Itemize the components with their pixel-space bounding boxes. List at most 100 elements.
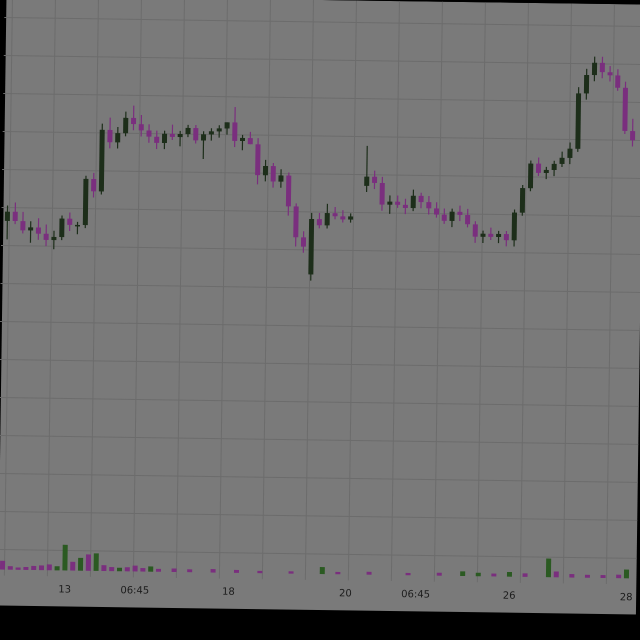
- candle-body: [51, 236, 57, 241]
- volume-bar: [506, 571, 512, 577]
- candle-body: [496, 233, 502, 238]
- x-tick-label: 18: [222, 587, 235, 598]
- candle-body: [200, 134, 207, 141]
- candle-body: [278, 175, 284, 182]
- grid-line-vertical: [519, 2, 529, 583]
- candle-body: [98, 129, 105, 192]
- candle-body: [59, 218, 65, 238]
- volume-bar: [553, 571, 559, 578]
- volume-bar: [93, 553, 99, 571]
- volume-bar: [335, 571, 341, 575]
- candle-body: [123, 117, 129, 134]
- volume-bar: [109, 566, 115, 572]
- grid-line-vertical: [3, 0, 13, 576]
- candle-body: [488, 233, 494, 237]
- candle-body: [607, 72, 613, 76]
- candle-body: [12, 211, 18, 222]
- candle-body: [503, 233, 509, 241]
- candle-body: [74, 224, 81, 227]
- volume-bar: [132, 565, 138, 572]
- grid-line-horizontal: [2, 131, 640, 142]
- volume-bars: [0, 544, 630, 579]
- candle-body: [293, 206, 299, 238]
- volume-bar: [7, 566, 13, 570]
- candle-body: [4, 211, 10, 221]
- grid-line-horizontal: [3, 55, 640, 66]
- grid-line-vertical: [46, 0, 56, 577]
- volume-bar: [124, 567, 130, 572]
- volume-bar: [436, 572, 442, 576]
- volume-bar: [62, 544, 68, 571]
- volume-bar: [233, 569, 240, 573]
- candle-body: [232, 122, 238, 141]
- x-tick-label: 20: [339, 588, 352, 599]
- grid-line-horizontal: [0, 321, 640, 332]
- grid-line-vertical: [562, 3, 572, 584]
- candle-body: [169, 133, 175, 137]
- candle-body: [622, 87, 628, 131]
- grid-line-horizontal: [0, 435, 640, 446]
- candle-body: [519, 188, 526, 213]
- candle-body: [426, 202, 432, 209]
- volume-bar: [54, 566, 60, 571]
- volume-bar: [616, 574, 622, 579]
- candle-body: [285, 175, 292, 207]
- volume-bar: [366, 571, 372, 575]
- candle-body: [177, 133, 183, 138]
- candle-body: [208, 131, 214, 135]
- candle-body: [255, 144, 261, 176]
- candle-body: [387, 201, 393, 205]
- candle-body: [395, 201, 401, 205]
- volume-bar: [623, 569, 630, 579]
- candle-body: [131, 117, 137, 125]
- volume-bar: [77, 557, 84, 571]
- candle-body: [239, 137, 246, 142]
- candle-body: [449, 211, 455, 221]
- x-tick-label: 13: [58, 584, 71, 595]
- volume-bar: [187, 569, 193, 573]
- candle-body: [379, 182, 385, 205]
- candle-body: [270, 166, 276, 182]
- candle-body: [138, 124, 144, 131]
- grid-line-vertical: [390, 1, 400, 582]
- candle-body: [185, 127, 191, 135]
- x-tick-label: 06:45: [120, 585, 149, 596]
- x-tick-label: 28: [620, 592, 633, 603]
- grid-line-vertical: [347, 0, 357, 581]
- candle-body: [543, 169, 549, 174]
- candle-body: [107, 129, 113, 143]
- volume-bar: [101, 565, 107, 572]
- candle-body: [591, 62, 598, 76]
- grid-line-horizontal: [0, 549, 640, 560]
- grid-line-horizontal: [0, 359, 640, 370]
- candle-body: [82, 178, 89, 226]
- volume-bar: [584, 574, 590, 578]
- grid-line-vertical: [218, 0, 228, 579]
- candle-body: [193, 128, 199, 141]
- candle-body: [433, 208, 440, 215]
- volume-bar: [148, 566, 154, 572]
- candle-body: [35, 227, 41, 234]
- candle-body: [559, 157, 565, 164]
- grid-line-horizontal: [2, 169, 640, 180]
- volume-bar: [545, 558, 552, 578]
- volume-bar: [140, 568, 146, 572]
- candle-body: [527, 163, 534, 189]
- grid-line-horizontal: [0, 511, 640, 522]
- candle-body: [472, 224, 478, 237]
- volume-bar: [0, 560, 6, 570]
- candle-body: [316, 219, 322, 226]
- candle-body: [324, 213, 330, 226]
- grid-line-horizontal: [1, 207, 640, 218]
- volume-bar: [288, 571, 294, 574]
- volume-bar: [210, 568, 216, 573]
- plot-background: [0, 0, 640, 615]
- volume-bar: [600, 575, 606, 579]
- candle-body: [583, 74, 590, 94]
- volume-bar: [31, 565, 37, 571]
- candle-body: [43, 233, 49, 240]
- candle-body: [372, 176, 378, 183]
